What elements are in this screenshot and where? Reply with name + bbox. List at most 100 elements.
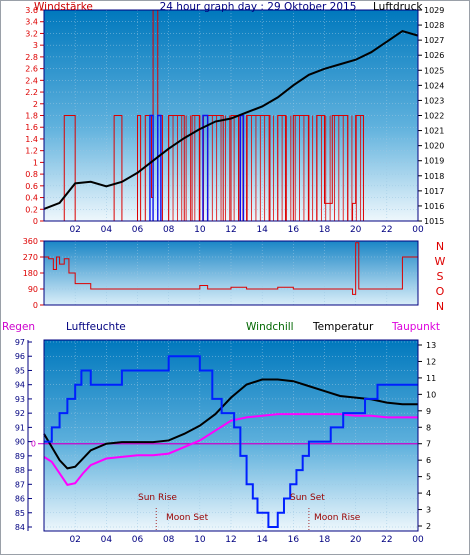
- climate-x-tick-label: 14: [256, 535, 268, 545]
- pressure-series: [43, 30, 419, 210]
- wind-axis-ticks: 0 0.2 0.4 0.6 0.8 1 1.2 1.4 1.6 1.8 2 2.2 2.4 2.6 2.8 3…: [25, 6, 44, 226]
- wind-tick-label: 1.4: [25, 135, 38, 144]
- direction-tick-label: 180: [23, 269, 38, 278]
- wind-x-tick-label: 08: [163, 225, 175, 235]
- wind-direction-highlight: [239, 114, 245, 221]
- climate-x-tick-label: 18: [319, 535, 331, 545]
- climate-x-tick-label: 06: [132, 535, 144, 545]
- moon-set-label: Moon Set: [166, 513, 209, 523]
- humidity-tick-label: 92: [15, 409, 25, 418]
- wind-direction-line: [44, 242, 419, 295]
- wind-x-tick-label: 02: [69, 225, 80, 235]
- temperature-tick-label: 8: [426, 423, 431, 432]
- wind-tick-label: 2.2: [25, 88, 38, 97]
- wind-tick-label: 3: [33, 41, 38, 50]
- humidity-tick-label: 86: [15, 495, 25, 504]
- climate-frame: [43, 339, 419, 532]
- temperature-tick-label: 11: [426, 374, 436, 383]
- wind-x-tick-label: 14: [256, 225, 268, 235]
- pressure-tick-label: 1015: [424, 217, 444, 226]
- compass-letter: O: [436, 285, 445, 298]
- pressure-tick-label: 1028: [424, 21, 444, 30]
- pressure-tick-label: 1029: [424, 6, 444, 15]
- wind-direction-highlight: [149, 114, 154, 221]
- climate-x-tick-label: 00: [412, 535, 424, 545]
- graph-title: 24 hour graph day : 29 Oktober 2015: [160, 1, 357, 13]
- wind-x-tick-label: 20: [350, 225, 362, 235]
- wind-pressure-frame: [43, 9, 419, 222]
- climate-x-tick-label: 04: [101, 535, 113, 545]
- wind-tick-label: 0.4: [25, 194, 38, 203]
- luftfeuchte-line: [44, 355, 418, 528]
- wind-tick-label: 0.6: [25, 182, 38, 191]
- moon-rise-label: Moon Rise: [314, 513, 361, 523]
- wind-tick-label: 3.2: [25, 29, 38, 38]
- wind-x-tick-label: 06: [132, 225, 144, 235]
- wind-direction-frame: [43, 240, 419, 306]
- humidity-tick-label: 95: [15, 366, 25, 375]
- wind-tick-label: 0.2: [25, 205, 38, 214]
- direction-tick-label: 90: [28, 285, 38, 294]
- temperature-tick-label: 4: [426, 489, 431, 498]
- humidity-tick-label: 91: [15, 423, 25, 432]
- temperatur-label: Temperatur: [312, 321, 374, 333]
- wind-x-axis-ticks: 02 04 06 08 10 12 14 16 18 20 22 00: [69, 225, 424, 235]
- wind-tick-label: 3.6: [25, 6, 38, 15]
- pressure-tick-label: 1016: [424, 202, 444, 211]
- climate-series: [38, 355, 418, 528]
- pressure-tick-label: 1020: [424, 142, 444, 151]
- wind-direction-axis-ticks: 0 90 180 270 360: [23, 237, 44, 310]
- wind-x-tick-label: 22: [381, 225, 392, 235]
- climate-x-axis-ticks: 02 04 06 08 10 12 14 16 18 20 22 00: [69, 535, 424, 545]
- pressure-tick-label: 1021: [424, 127, 444, 136]
- wind-tick-label: 3.4: [25, 18, 38, 27]
- humidity-tick-label: 85: [15, 509, 25, 518]
- pressure-axis-ticks: 1015 1016 1017 1018 1019 1020 1021 1022 1023 1024…: [418, 6, 444, 226]
- sun-set-label: Sun Set: [290, 493, 325, 503]
- humidity-tick-label: 90: [15, 438, 25, 447]
- wind-x-tick-label: 12: [225, 225, 236, 235]
- wind-tick-label: 1.6: [25, 123, 38, 132]
- humidity-tick-label: 84: [15, 523, 25, 532]
- temperature-tick-label: 2: [426, 522, 431, 531]
- wind-x-tick-label: 00: [412, 225, 424, 235]
- astro-markers: [155, 508, 310, 531]
- wind-tick-label: 2: [33, 100, 38, 109]
- climate-x-tick-label: 10: [194, 535, 206, 545]
- wind-tick-label: 1.2: [25, 147, 38, 156]
- rain-tick-label: 0: [31, 440, 36, 449]
- temperature-tick-label: 9: [426, 407, 431, 416]
- climate-x-tick-label: 20: [350, 535, 362, 545]
- wind-direction-highlight: [157, 114, 162, 221]
- climate-x-tick-label: 12: [225, 535, 236, 545]
- wind-x-tick-label: 16: [288, 225, 300, 235]
- sun-rise-label: Sun Rise: [138, 493, 177, 503]
- regen-label: Regen: [2, 321, 35, 333]
- humidity-tick-label: 96: [15, 352, 25, 361]
- wind-direction-series: [44, 242, 419, 295]
- temperature-tick-label: 6: [426, 456, 431, 465]
- compass-letter: W: [435, 255, 446, 268]
- taupunkt-label: Taupunkt: [391, 321, 440, 333]
- taupunkt-line: [43, 413, 418, 486]
- pressure-tick-label: 1027: [424, 36, 444, 45]
- climate-grid: [44, 340, 418, 531]
- direction-tick-label: 0: [33, 301, 38, 310]
- direction-tick-label: 270: [23, 253, 38, 262]
- wind-tick-label: 1.8: [25, 112, 38, 121]
- wind-strength-label: Windstärke: [34, 1, 93, 13]
- wind-strength-series: [44, 9, 418, 222]
- temperature-tick-label: 5: [426, 473, 431, 482]
- wind-tick-label: 1: [33, 158, 38, 167]
- temperature-tick-label: 3: [426, 506, 431, 515]
- compass-letter: N: [436, 300, 444, 313]
- direction-tick-label: 360: [23, 237, 38, 246]
- climate-x-tick-label: 22: [381, 535, 392, 545]
- wind-tick-label: 2.8: [25, 53, 38, 62]
- wind-x-tick-label: 18: [319, 225, 331, 235]
- pressure-label: Luftdruck: [373, 1, 423, 13]
- humidity-tick-label: 87: [15, 480, 25, 489]
